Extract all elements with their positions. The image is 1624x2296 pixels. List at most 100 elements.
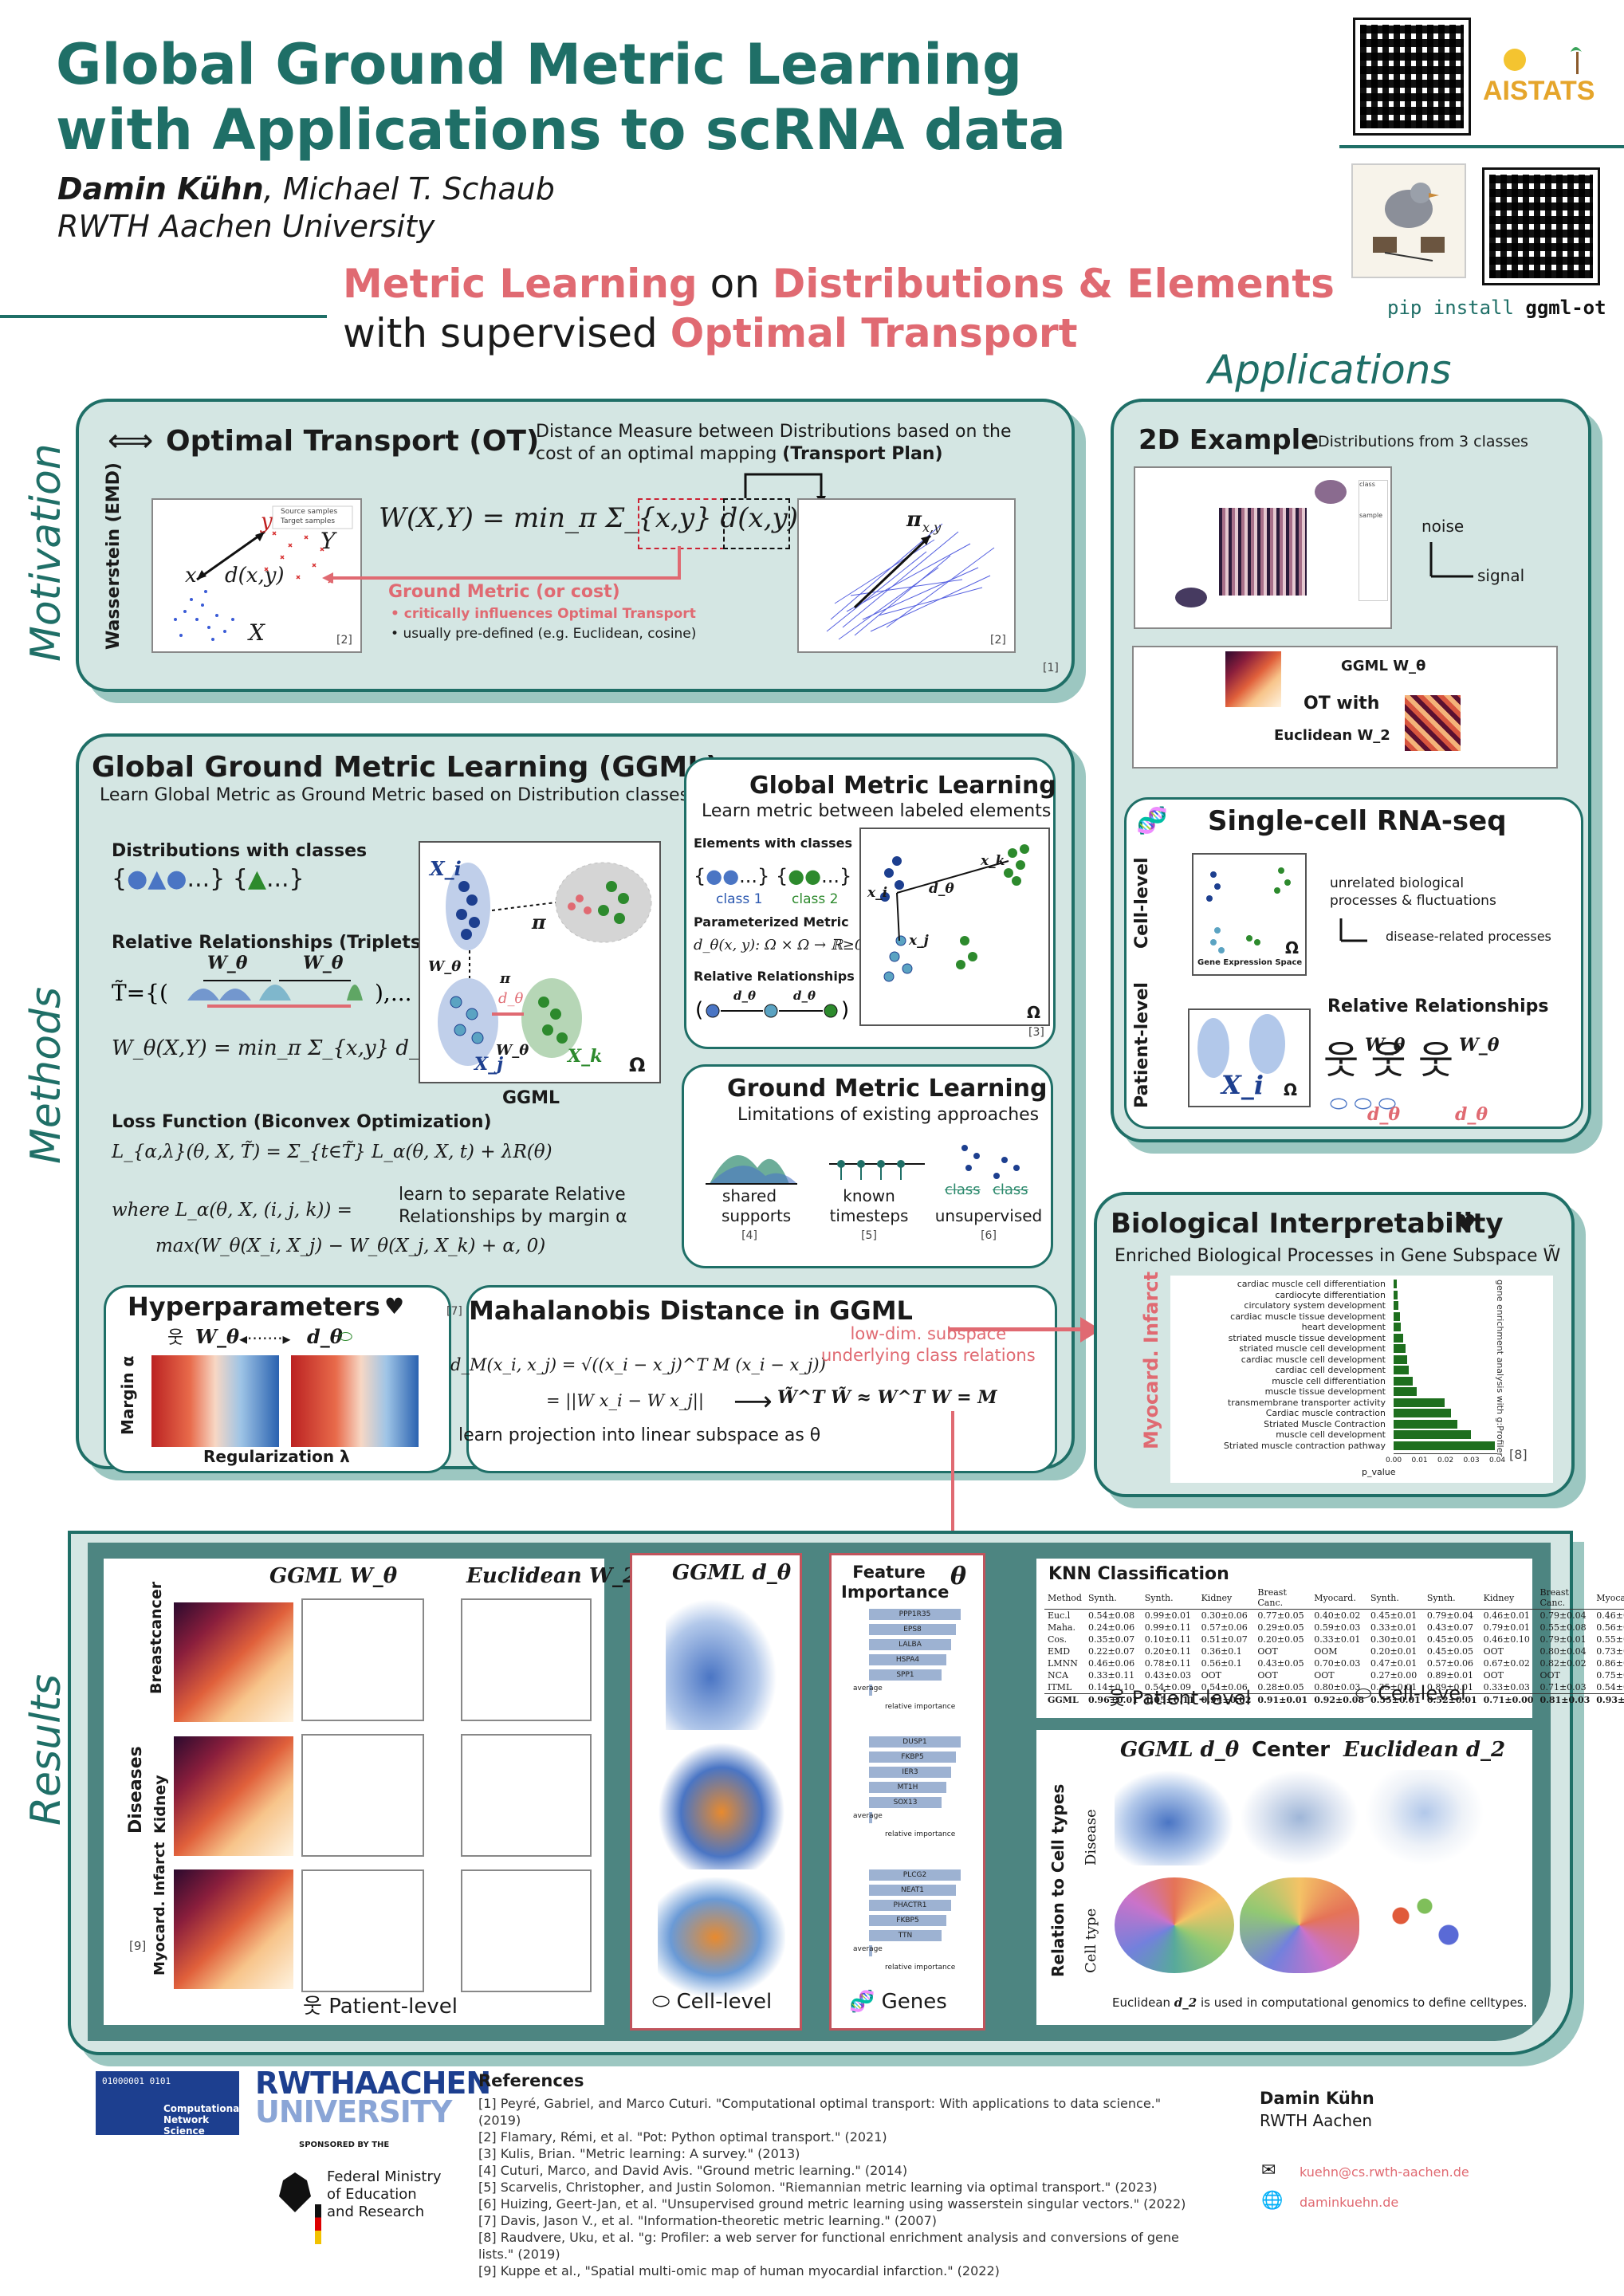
legend-sample: sample	[1359, 512, 1383, 519]
knn-cell: 0.46±0.10	[1596, 1610, 1624, 1621]
fi-xlabel: relative importance	[885, 1830, 956, 1838]
knn-cell: NCA	[1048, 1670, 1068, 1681]
contact-web[interactable]: daminkuehn.de	[1300, 2195, 1399, 2210]
patient-ellipse-1	[1197, 1018, 1229, 1078]
knn-cell: 0.54±0.06	[1201, 1682, 1248, 1693]
ggml-diagram: X_i π W_θ π d_θ W_θ X_j X_k Ω	[419, 841, 661, 1083]
knn-row: Maha. 0.24±0.06 0.99±0.11 0.57±0.06 0.29±0.0…	[1044, 1622, 1624, 1634]
knn-cell: 0.99±0.01	[1144, 1610, 1191, 1621]
ct-row-disease: Disease	[1083, 1809, 1099, 1866]
knn-patient-label: 웃 Patient-level	[1108, 1687, 1252, 1709]
pip-install[interactable]: pip install ggml-ot	[1387, 297, 1606, 319]
patient-level-plot: X_i Ω	[1188, 1008, 1311, 1107]
knn-cell: 0.35±0.07	[1087, 1634, 1135, 1645]
gml-d: d_θ	[929, 881, 954, 897]
heart-icon: ♥	[384, 1293, 405, 1319]
bio-bar-label: Cardiac muscle contraction	[1265, 1408, 1386, 1418]
limitation-timesteps-l1: known	[843, 1186, 895, 1205]
gml-xi: x_i	[867, 885, 888, 901]
patient-level-label: Patient-level	[1132, 982, 1152, 1108]
fi-gene-bar: SOX13	[869, 1797, 942, 1808]
cell-umap-2	[658, 1742, 785, 1869]
fi-average-bar	[869, 1685, 872, 1696]
scrna-xi: X_i	[1221, 1070, 1264, 1100]
section-methods-label: Methods	[22, 986, 70, 1164]
gene-space-label: Gene Expression Space	[1197, 958, 1303, 967]
knn-cell: 0.79±0.01	[1539, 1634, 1587, 1645]
ref-6: [6]	[981, 1229, 997, 1242]
bio-x-label: p_value	[1362, 1467, 1396, 1477]
hyper-d: d_θ	[307, 1325, 343, 1348]
dist-classes-label: Distributions with classes	[112, 841, 368, 861]
knn-cell: 0.20±0.01	[1370, 1646, 1418, 1657]
knn-cell: 0.29±0.05	[1257, 1622, 1304, 1633]
knn-header-cell: Synth.	[1367, 1586, 1424, 1610]
rwth-l2: UNIVERSITY	[255, 2094, 452, 2129]
knn-card	[1036, 1559, 1532, 1718]
bio-side-label: Myocard. Infarct	[1140, 1271, 1162, 1449]
knn-cell: 0.54±0.09	[1144, 1682, 1191, 1693]
cell-level-result-label: ⬭ Cell-level	[652, 1990, 773, 2014]
knn-title: KNN Classification	[1048, 1564, 1229, 1584]
connector-results	[951, 1411, 954, 1563]
scrna-omega-bottom: Ω	[1284, 1080, 1298, 1099]
knn-cell: 0.20±0.11	[1144, 1646, 1191, 1657]
knn-cell: OOM	[1314, 1646, 1338, 1657]
gml-subtitle: Learn metric between labeled elements	[702, 801, 1052, 821]
bio-bar-label: transmembrane transporter activity	[1227, 1397, 1386, 1408]
ggml-title: Global Ground Metric Learning (GGML)	[92, 751, 719, 784]
knn-row: EMD 0.22±0.07 0.20±0.11 0.36±0.1 OOT OOM 0.20±…	[1044, 1645, 1624, 1657]
ref-2-right: [2]	[990, 634, 1006, 647]
hyper-heatmap-w	[151, 1355, 279, 1447]
row-kidney: Kidney	[151, 1775, 169, 1834]
knn-row: LMNN 0.46±0.06 0.78±0.11 0.56±0.1 0.43±0.05 0…	[1044, 1657, 1624, 1669]
contact-email[interactable]: kuehn@cs.rwth-aachen.de	[1300, 2164, 1469, 2180]
knn-cell: 0.89±0.01	[1426, 1670, 1474, 1681]
bio-bar-label: cardiac cell development	[1275, 1365, 1386, 1375]
fi-average-label: average	[853, 1812, 883, 1820]
qr-code-paper[interactable]	[1353, 18, 1471, 136]
example2d-legend: class sample	[1359, 480, 1388, 601]
row-breastcancer: Breastcancer	[147, 1581, 165, 1694]
cell-level-label: Cell-level	[1132, 857, 1152, 949]
scrna-title: Single-cell RNA-seq	[1208, 805, 1507, 837]
fi-gene-bar: PHACTR1	[869, 1900, 951, 1911]
groundml-title: Ground Metric Learning	[727, 1075, 1048, 1103]
bio-bar-label: muscle tissue development	[1264, 1386, 1386, 1397]
mahal-learn-proj: learn projection into linear subspace as…	[458, 1425, 821, 1445]
pigeon-illustration	[1351, 163, 1466, 278]
knn-row: Euc.l 0.54±0.08 0.99±0.01 0.30±0.06 0.77±0.0…	[1044, 1610, 1624, 1622]
knn-cell: 1.05±0.11	[1141, 1693, 1198, 1706]
knn-cell: 0.79±0.01	[1483, 1622, 1530, 1633]
section-results-label: Results	[22, 1673, 70, 1826]
mahal-eq: W̃^T W̃ ≈ W^T W = M	[777, 1387, 997, 1408]
mahal-low-dim: low-dim. subspace underlying class relat…	[821, 1323, 1036, 1366]
rwth-l1: RWTHAACHEN	[255, 2066, 491, 2101]
cell-umap-3	[658, 1877, 785, 1997]
rwth-logo: RWTHAACHEN UNIVERSITY	[255, 2066, 491, 2129]
headline-on: on	[697, 261, 773, 307]
ct-umap-center-celltype	[1240, 1877, 1359, 1973]
hyper-w: W_θ	[195, 1325, 239, 1348]
bio-bar	[1394, 1301, 1399, 1310]
scrna-axes	[1339, 918, 1367, 942]
gm-bullet1-text: critically influences Optimal Transport	[403, 606, 696, 622]
reference-item: [5] Scarvelis, Christopher, and Justin S…	[478, 2180, 1158, 2195]
knn-row: Cos. 0.35±0.07 0.10±0.11 0.51±0.07 0.20±0.05…	[1044, 1634, 1624, 1645]
qr-code-repo[interactable]	[1482, 167, 1600, 285]
ref-8: [8]	[1509, 1447, 1528, 1462]
ref-9: [9]	[129, 1939, 147, 1953]
fi-gene-bar: HSPA4	[869, 1654, 946, 1665]
bio-bar	[1394, 1376, 1413, 1386]
knn-cell: 0.33±0.01	[1314, 1634, 1361, 1645]
ggml-omega: Ω	[629, 1054, 646, 1076]
limitation-timesteps-l2: timesteps	[829, 1206, 909, 1225]
fi-gene-bar: MT1H	[869, 1782, 946, 1793]
ct-caption-b: d_2	[1174, 1995, 1197, 2010]
knn-cell: 0.22±0.07	[1087, 1646, 1135, 1657]
knn-cell: 0.54±0.06	[1596, 1682, 1624, 1693]
hyper-heatmap-d	[291, 1355, 419, 1447]
genes-result-text: Genes	[881, 1990, 947, 2014]
fi-gene-bar: EPS8	[869, 1624, 956, 1635]
mahal-formula-2: = ||W x_i − W x_j||	[546, 1391, 704, 1410]
